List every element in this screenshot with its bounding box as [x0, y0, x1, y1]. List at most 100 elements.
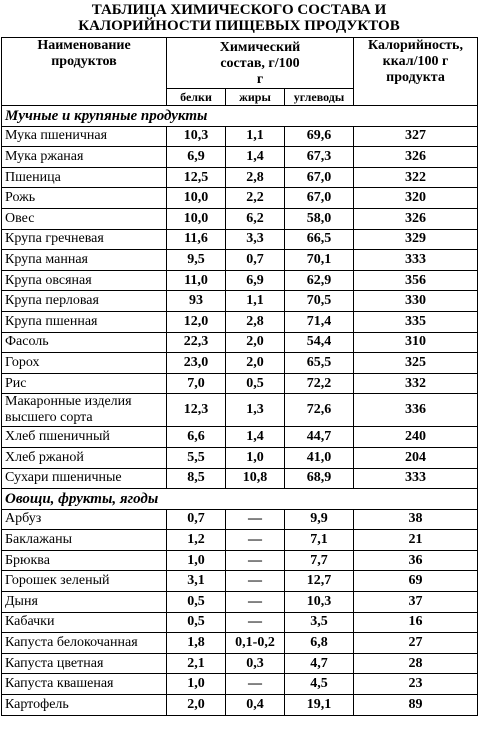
product-name: Пшеница	[1, 166, 167, 189]
data-row: Овес 10,0 6,2 58,0 326	[1, 207, 478, 230]
value-cell: 1,1	[225, 290, 285, 312]
value-cell: 0,1-0,2	[225, 632, 285, 654]
value-cell: 11,0	[166, 269, 226, 292]
data-row: Крупа овсяная 11,0 6,9 62,9 356	[1, 269, 478, 292]
data-row: Картофель 2,0 0,4 19,1 89	[1, 694, 478, 716]
section-row: Мучные и крупяные продукты	[1, 105, 478, 127]
value-cell: 0,3	[225, 652, 285, 675]
value-cell: 329	[353, 228, 478, 251]
value-cell: 0,5	[166, 591, 226, 613]
title-line: КАЛОРИЙНОСТИ ПИЩЕВЫХ ПРОДУКТОВ	[78, 18, 400, 34]
value-cell: 21	[353, 529, 478, 551]
value-cell: 69,6	[284, 125, 354, 148]
value-cell: 4,5	[284, 673, 354, 696]
data-row: Крупа пшенная 12,0 2,8 71,4 335	[1, 310, 478, 333]
value-cell: 72,6	[284, 393, 354, 428]
data-row: Баклажаны 1,2—7,1 21	[1, 529, 478, 551]
product-name: Дыня	[1, 591, 167, 613]
value-cell: 89	[353, 694, 478, 716]
value-cell: 44,7	[284, 426, 354, 448]
value-cell: 65,5	[284, 352, 354, 374]
value-cell: 0,4	[225, 694, 285, 716]
table: Наименование продуктов Химический состав…	[1, 37, 478, 716]
value-cell: —	[225, 591, 285, 613]
data-row: Горошек зеленый 3,1—12,7 69	[1, 570, 478, 593]
value-cell: 325	[353, 352, 478, 374]
value-cell: 320	[353, 187, 478, 209]
value-cell: 23	[353, 673, 478, 696]
value-cell: 336	[353, 393, 478, 428]
value-cell: 3,3	[225, 228, 285, 251]
value-cell: 0,5	[166, 611, 226, 634]
value-cell: 1,0	[225, 446, 285, 469]
value-cell: 1,3	[225, 393, 285, 428]
value-cell: 1,1	[225, 125, 285, 148]
value-cell: 41,0	[284, 446, 354, 469]
data-row: Рис 7,0 0,5 72,2 332	[1, 372, 478, 395]
value-cell: 1,2	[166, 529, 226, 551]
value-cell: 71,4	[284, 310, 354, 333]
data-row: Капуста квашеная 1,0—4,5 23	[1, 673, 478, 696]
data-row: Мука ржаная 6,9 1,4 67,3 326	[1, 146, 478, 168]
value-cell: 10,0	[166, 207, 226, 230]
value-cell: 2,1	[166, 652, 226, 675]
value-cell: 67,0	[284, 187, 354, 209]
product-name: Капуста белокочанная	[1, 632, 167, 654]
product-name: Арбуз	[1, 508, 167, 531]
value-cell: 12,0	[166, 310, 226, 333]
value-cell: 322	[353, 166, 478, 189]
value-cell: 23,0	[166, 352, 226, 374]
value-cell: 2,0	[166, 694, 226, 716]
value-cell: 3,1	[166, 570, 226, 593]
section-title: Мучные и крупяные продукты	[1, 105, 478, 127]
value-cell: 7,7	[284, 549, 354, 572]
value-cell: 1,4	[225, 426, 285, 448]
product-name: Крупа овсяная	[1, 269, 167, 292]
value-cell: 2,8	[225, 166, 285, 189]
value-cell: 62,9	[284, 269, 354, 292]
value-cell: 54,4	[284, 331, 354, 354]
value-cell: 6,9	[166, 146, 226, 168]
section-title: Овощи, фрукты, ягоды	[1, 488, 478, 510]
value-cell: 10,8	[225, 467, 285, 490]
product-name: Крупа перловая	[1, 290, 167, 312]
value-cell: 10,3	[166, 125, 226, 148]
value-cell: 0,7	[225, 249, 285, 271]
value-cell: 1,0	[166, 549, 226, 572]
product-name: Фасоль	[1, 331, 167, 354]
data-row: Фасоль 22,3 2,0 54,4 310	[1, 331, 478, 354]
value-cell: 68,9	[284, 467, 354, 490]
subheader: жиры	[225, 88, 285, 106]
data-row: Горох 23,0 2,0 65,5 325	[1, 352, 478, 374]
product-name: Рожь	[1, 187, 167, 209]
value-cell: 0,7	[166, 508, 226, 531]
value-cell: 333	[353, 467, 478, 490]
header-row: Наименование продуктов Химический состав…	[1, 37, 478, 106]
product-name: Мука ржаная	[1, 146, 167, 168]
value-cell: —	[225, 508, 285, 531]
value-cell: 6,8	[284, 632, 354, 654]
data-row: Кабачки 0,5—3,5 16	[1, 611, 478, 634]
value-cell: 16	[353, 611, 478, 634]
value-cell: 19,1	[284, 694, 354, 716]
data-row: Сухари пшеничные 8,5 10,8 68,9 333	[1, 467, 478, 490]
value-cell: 70,5	[284, 290, 354, 312]
product-name: Картофель	[1, 694, 167, 716]
product-name: Горох	[1, 352, 167, 374]
value-cell: 93	[166, 290, 226, 312]
product-name: Макаронные изделия высшего сорта	[1, 393, 167, 428]
value-cell: 332	[353, 372, 478, 395]
value-cell: 335	[353, 310, 478, 333]
subheader-row: белки жиры углеводы	[2, 88, 478, 106]
product-name: Капуста цветная	[1, 652, 167, 675]
value-cell: 240	[353, 426, 478, 448]
value-cell: 11,6	[166, 228, 226, 251]
product-name: Капуста квашеная	[1, 673, 167, 696]
product-name: Крупа манная	[1, 249, 167, 271]
data-row: Пшеница 12,5 2,8 67,0 322	[1, 166, 478, 189]
value-cell: 2,0	[225, 352, 285, 374]
value-cell: 37	[353, 591, 478, 613]
value-cell: 9,5	[166, 249, 226, 271]
